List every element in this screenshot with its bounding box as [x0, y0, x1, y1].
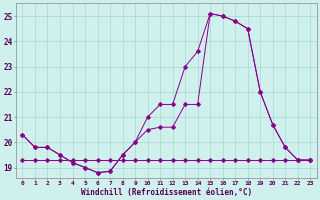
X-axis label: Windchill (Refroidissement éolien,°C): Windchill (Refroidissement éolien,°C) — [81, 188, 252, 197]
